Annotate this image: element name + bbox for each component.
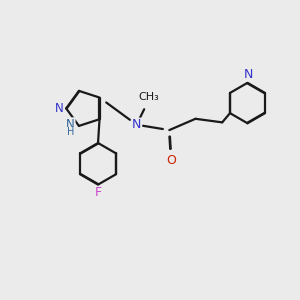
Text: N: N [66,118,75,131]
Text: N: N [132,118,141,131]
Text: F: F [94,186,102,200]
Text: H: H [67,128,74,137]
Text: N: N [243,68,253,81]
Text: N: N [55,102,64,115]
Text: O: O [166,154,176,167]
Text: CH₃: CH₃ [138,92,159,102]
